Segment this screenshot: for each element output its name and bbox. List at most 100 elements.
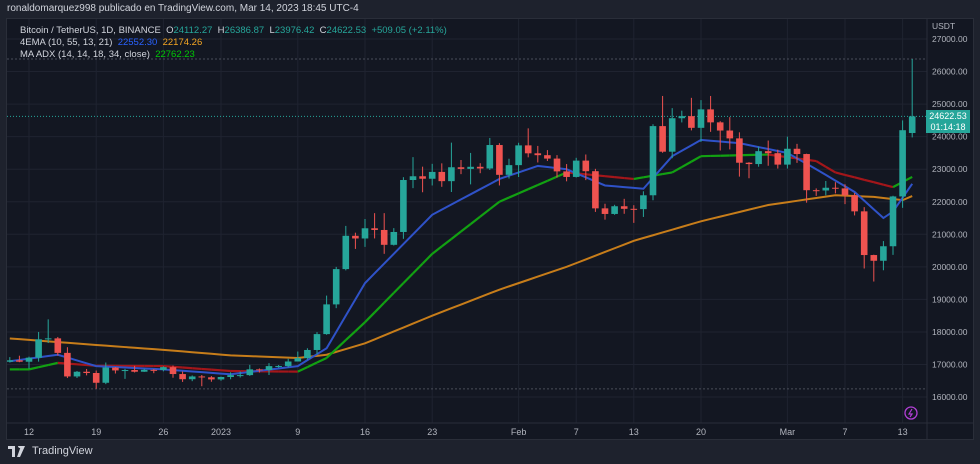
ma-adx-line-segment <box>421 253 433 265</box>
price-chart[interactable]: 27000.00 26000.00 25000.00 24000.00 23000.00… <box>7 19 973 439</box>
candle-body <box>35 339 42 358</box>
candle-body <box>553 158 561 172</box>
candle-body <box>755 151 762 165</box>
candle-body <box>121 370 129 372</box>
candle-body <box>841 188 849 196</box>
chart-panel[interactable]: 27000.00 26000.00 25000.00 24000.00 23000.00… <box>6 18 974 440</box>
candle-body <box>880 246 887 261</box>
candle-body <box>630 208 638 210</box>
lightning-icon[interactable] <box>904 406 918 420</box>
candle-body <box>265 366 273 371</box>
candle-body <box>784 148 791 165</box>
ma-adx-line-segment <box>518 188 529 195</box>
candle-body <box>64 352 71 377</box>
candle-body <box>140 369 148 372</box>
ma-adx-line-segment <box>854 176 865 181</box>
candle-body <box>102 367 110 383</box>
ma-adx-line-segment <box>537 179 548 187</box>
bar-countdown: 01:14:18 <box>930 122 966 132</box>
ma-adx-line-segment <box>412 262 424 275</box>
open-value: 24112.27 <box>173 25 213 36</box>
candle-body <box>380 229 388 245</box>
ma-adx-line-segment <box>373 301 385 314</box>
ma-name: MA ADX (14, 14, 18, 34, close) <box>20 49 150 60</box>
y-tick-label: 17000.00 <box>932 360 968 370</box>
ma-adx-line-segment <box>662 171 673 176</box>
x-tick-label: 7 <box>842 427 847 437</box>
ma-adx-line-segment <box>614 176 625 180</box>
ma-value: 22762.23 <box>155 49 195 60</box>
brand-name: TradingView <box>32 445 93 457</box>
ma-adx-line-segment <box>863 178 875 184</box>
y-tick-label: 24000.00 <box>932 132 968 142</box>
x-tick-label: 26 <box>158 427 168 437</box>
y-tick-label: 26000.00 <box>932 67 968 77</box>
x-tick-label: 12 <box>24 427 34 437</box>
ma-adx-line-segment <box>393 282 405 294</box>
y-tick-label: 19000.00 <box>932 294 968 304</box>
candle-body <box>400 180 407 232</box>
ma-adx-line-segment <box>633 176 644 181</box>
candle-body <box>16 360 23 362</box>
candle-body <box>524 145 532 154</box>
candle-body <box>361 228 369 239</box>
candle-body <box>208 377 215 380</box>
high-label: H <box>217 25 225 36</box>
candle-body <box>54 338 62 353</box>
candle-body <box>486 145 494 169</box>
ema-fast-line <box>9 138 914 376</box>
ma-adx-line-segment <box>47 361 59 367</box>
symbol-name[interactable]: Bitcoin / TetherUS, 1D, BINANCE <box>20 25 161 36</box>
candle-body <box>467 166 474 169</box>
candle-body <box>908 116 916 134</box>
change-value: +509.05 (+2.11%) <box>371 25 447 36</box>
ma-adx-line-segment <box>163 365 174 368</box>
ma-adx-line-segment <box>182 366 193 370</box>
ma-adx-line-segment <box>345 330 357 341</box>
legend-ma-row[interactable]: MA ADX (14, 14, 18, 34, close) 22762.23 <box>20 49 195 60</box>
ema-slow-value: 22174.26 <box>162 37 203 48</box>
currency-label: USDT <box>932 21 955 31</box>
ma-adx-line-segment <box>335 339 347 350</box>
candle-body <box>707 109 714 123</box>
candle-body <box>150 369 158 371</box>
last-price: 24622.53 <box>929 111 967 121</box>
ma-adx-line-segment <box>469 215 481 225</box>
candle-body <box>92 372 100 383</box>
x-tick-label: 19 <box>91 427 101 437</box>
candle-body <box>774 153 782 165</box>
candle-body <box>419 176 426 179</box>
candle-body <box>668 118 676 152</box>
ma-adx-line-segment <box>873 181 884 186</box>
y-tick-label: 27000.00 <box>932 34 968 44</box>
candle-body <box>889 196 897 247</box>
x-tick-label: Feb <box>511 427 527 437</box>
candle-body <box>649 126 657 196</box>
candle-body <box>726 130 734 139</box>
candle-body <box>688 116 695 128</box>
candle-body <box>409 176 417 181</box>
legend-ema-row[interactable]: 4EMA (10, 55, 13, 21) 22552.30 22174.26 <box>20 37 202 48</box>
ma-adx-line-segment <box>604 175 615 179</box>
ma-adx-line-segment <box>76 363 87 367</box>
x-tick-label: 23 <box>427 427 437 437</box>
candle-body <box>160 367 167 370</box>
ma-adx-line-segment <box>671 166 683 174</box>
candle-body <box>476 166 484 169</box>
ma-adx-line-segment <box>690 155 702 163</box>
ma-adx-line-segment <box>508 192 520 199</box>
ma-adx-line-segment <box>450 230 462 240</box>
candle-body <box>428 171 436 179</box>
ma-adx-line-segment <box>192 367 202 371</box>
y-tick-label: 25000.00 <box>932 99 968 109</box>
y-tick-label: 21000.00 <box>932 229 968 239</box>
candle-body <box>169 367 177 375</box>
high-value: 26386.87 <box>224 25 265 36</box>
candle-body <box>572 160 580 177</box>
candle-body <box>73 371 81 377</box>
candle-body <box>83 371 90 373</box>
candle-body <box>534 153 542 156</box>
candle-body <box>851 195 858 212</box>
candle-body <box>640 195 647 210</box>
candle-body <box>342 235 350 270</box>
